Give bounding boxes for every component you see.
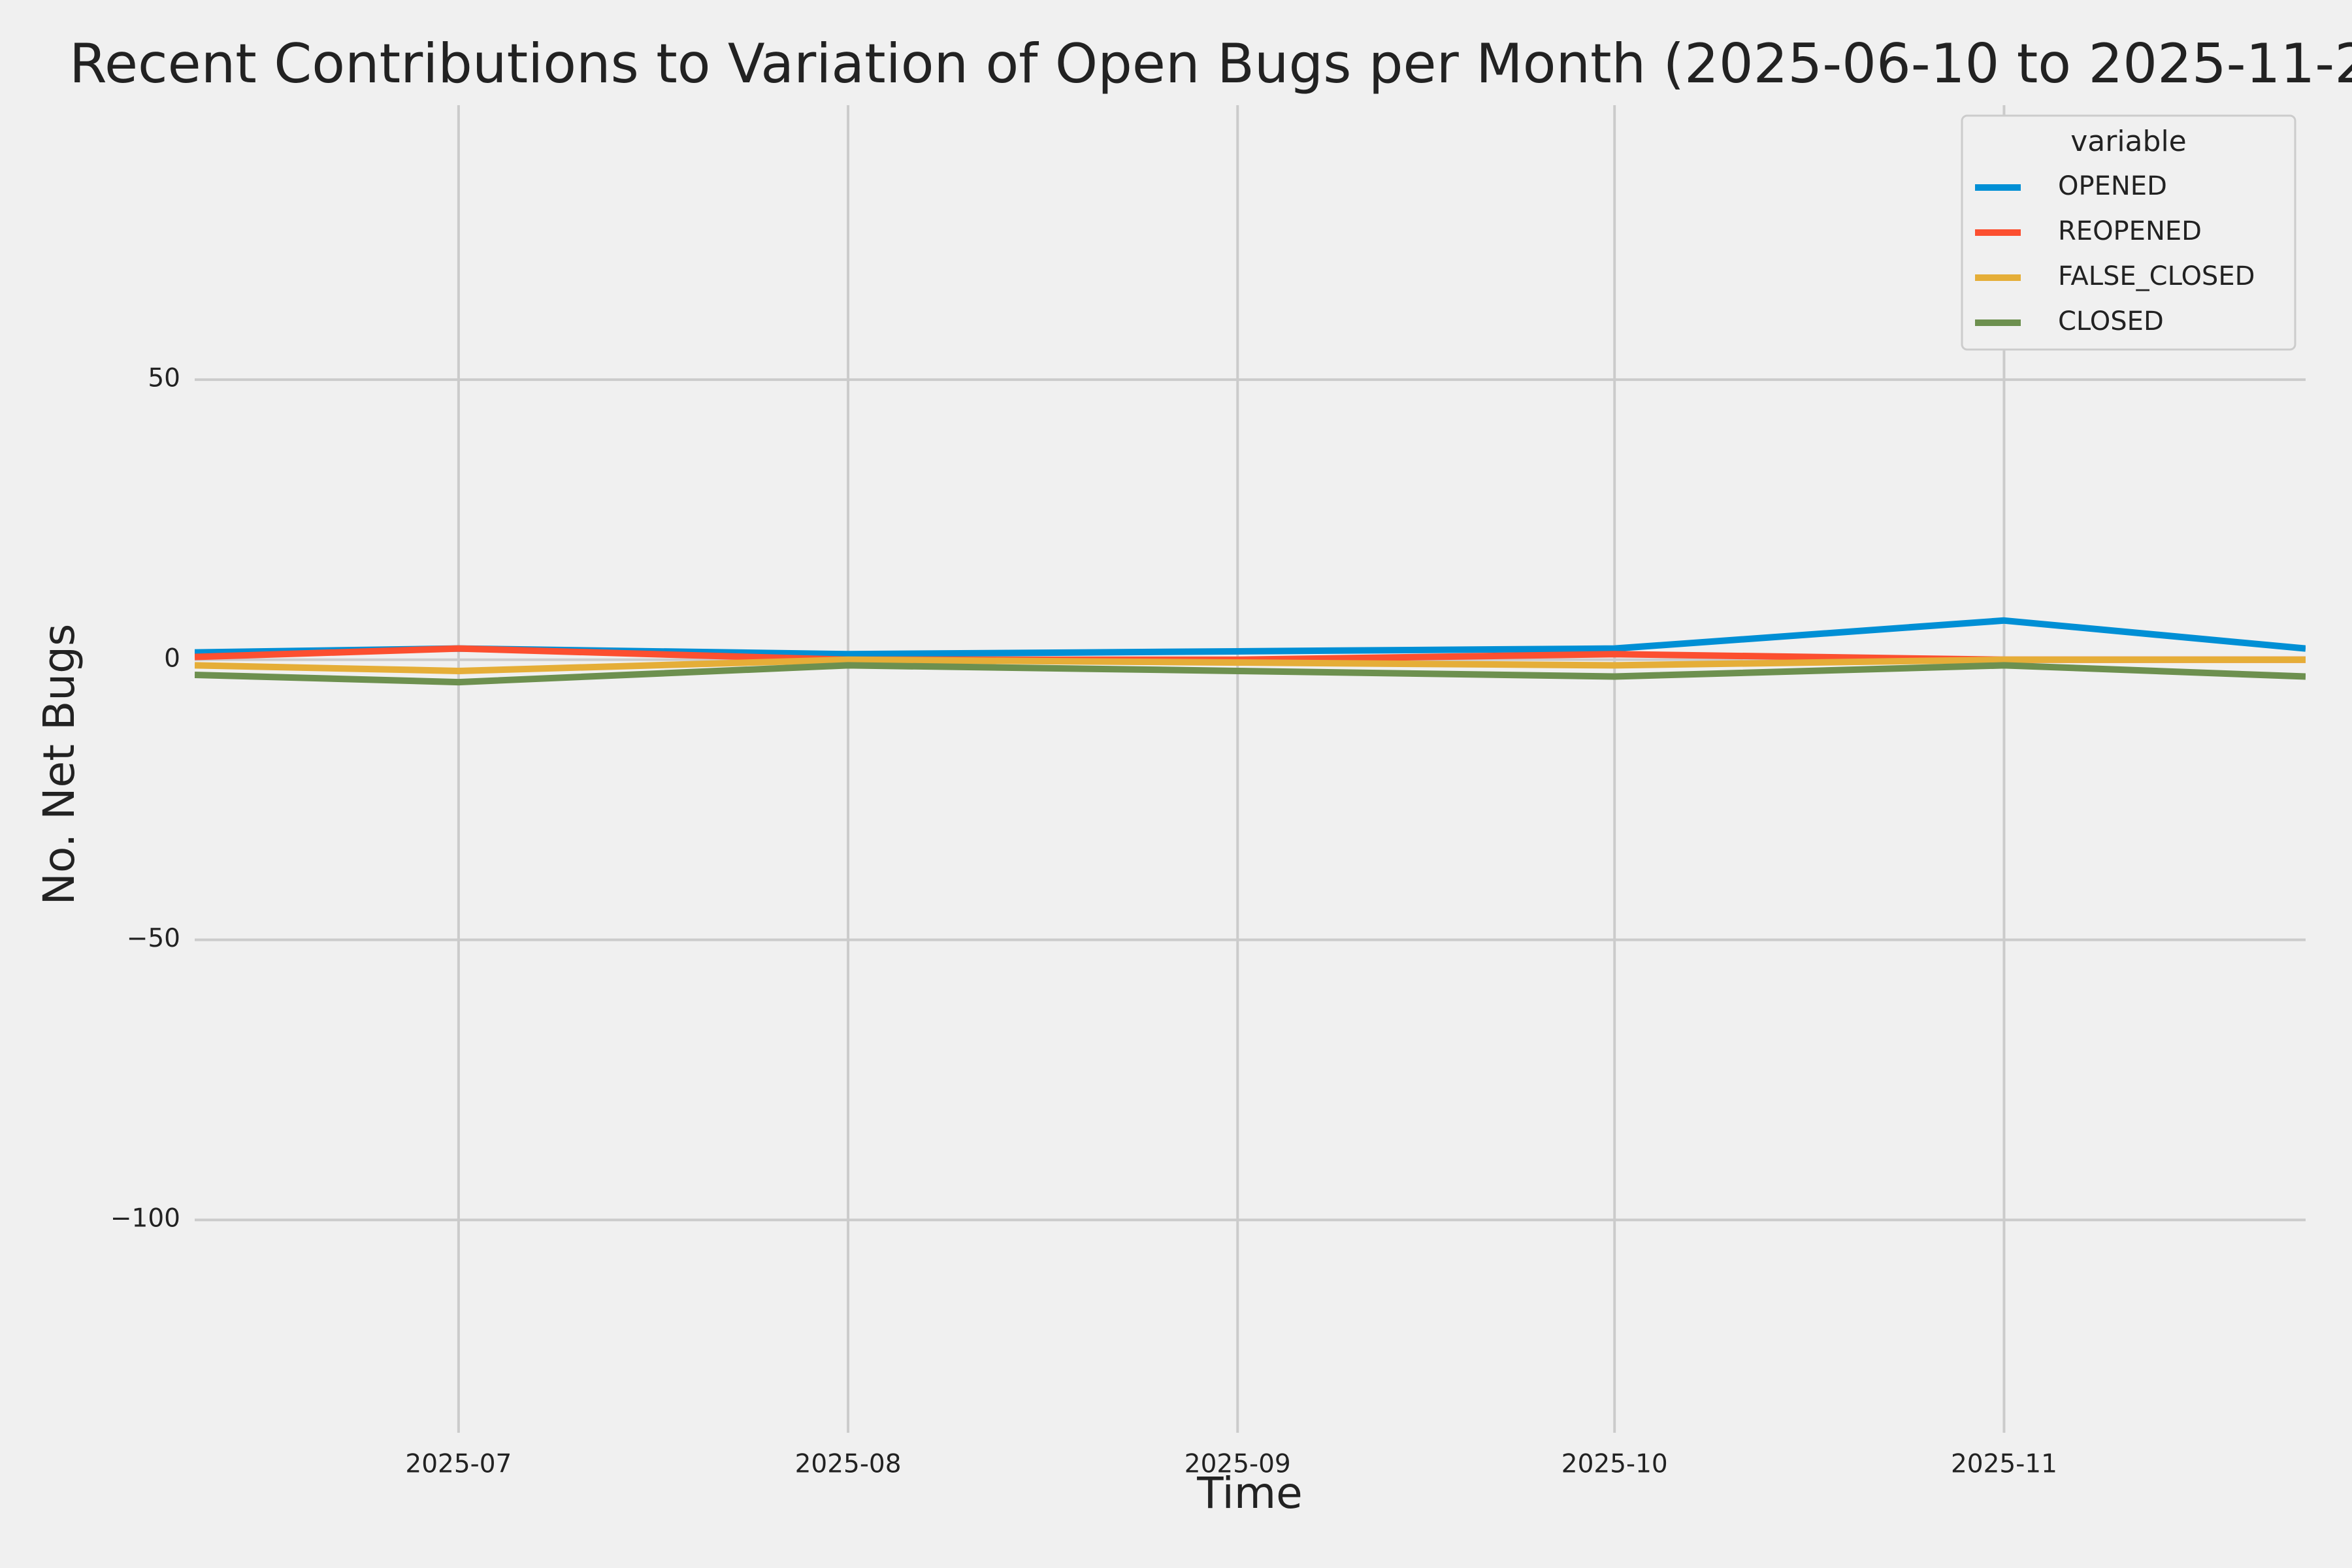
series-line: [195, 662, 2306, 686]
x-tick-label: 2025-07: [405, 1450, 512, 1479]
x-tick-label: 2025-11: [1951, 1450, 2057, 1479]
legend-box: [1961, 114, 2296, 351]
series-line: [195, 656, 2306, 674]
x-axis-label: Time: [1196, 1468, 1303, 1518]
y-tick-label: −50: [127, 924, 180, 953]
legend: variable OPENED REOPENED FALSE_CLOSED CLOSED: [1961, 114, 2296, 351]
chart-title: Recent Contributions to Variation of Ope…: [69, 32, 2352, 95]
y-axis-label: No. Net Bugs: [34, 624, 84, 906]
legend-label: FALSE_CLOSED: [2058, 261, 2255, 291]
x-tick-label: 2025-10: [1561, 1450, 1668, 1479]
legend-label: OPENED: [2058, 171, 2167, 201]
y-tick-label: 50: [148, 364, 180, 393]
legend-title: variable: [2070, 125, 2187, 158]
x-tick-label: 2025-08: [795, 1450, 902, 1479]
legend-label: CLOSED: [2058, 306, 2164, 336]
legend-label: REOPENED: [2058, 216, 2202, 246]
y-tick-label: 0: [164, 644, 180, 673]
y-tick-label: −100: [110, 1204, 180, 1233]
x-tick-label: 2025-09: [1184, 1450, 1291, 1479]
